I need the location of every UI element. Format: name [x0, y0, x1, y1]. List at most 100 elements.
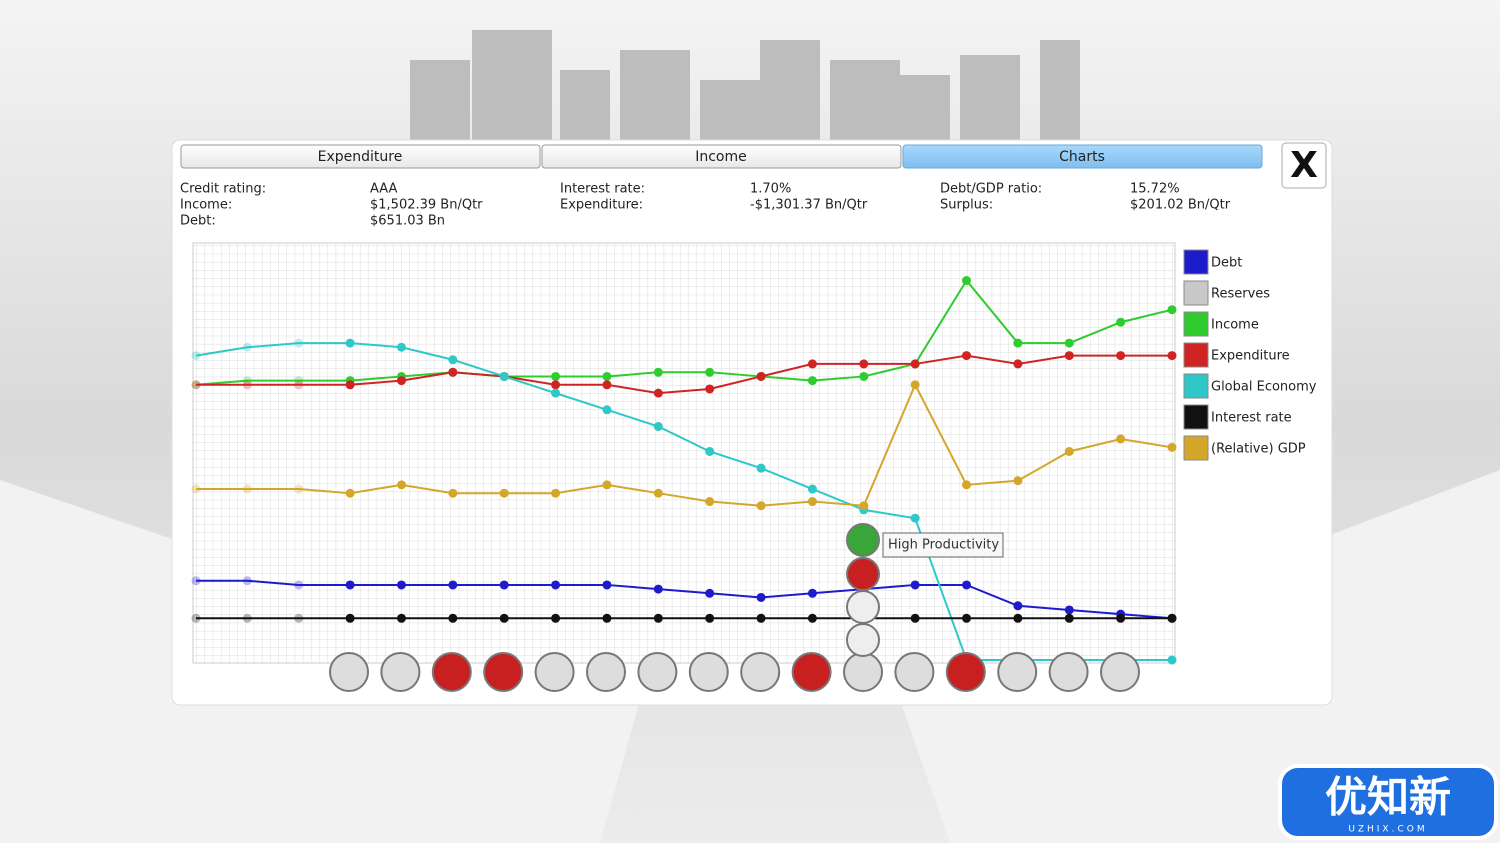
data-point — [191, 576, 201, 586]
data-point — [653, 613, 663, 623]
data-point — [962, 351, 972, 361]
data-point — [1167, 613, 1177, 623]
data-point — [294, 484, 304, 494]
event-icon[interactable] — [431, 652, 472, 692]
data-point — [1116, 351, 1126, 361]
data-point — [396, 580, 406, 590]
data-point — [345, 380, 355, 390]
event-icon[interactable] — [688, 652, 729, 692]
stat-label: Surplus: — [940, 198, 993, 213]
data-point — [807, 359, 817, 369]
data-point — [242, 380, 252, 390]
event-icon[interactable] — [846, 523, 880, 557]
data-point — [191, 613, 201, 623]
data-point — [1013, 601, 1023, 611]
data-point — [448, 580, 458, 590]
data-point — [602, 405, 612, 415]
data-point — [1064, 447, 1074, 456]
data-point — [756, 501, 766, 511]
data-point — [962, 580, 972, 590]
stat-value: $201.02 Bn/Qtr — [1130, 198, 1231, 213]
data-point — [962, 613, 972, 623]
event-icon[interactable] — [1100, 652, 1140, 692]
data-point — [294, 376, 304, 386]
plot-grid — [192, 242, 1176, 664]
data-point — [499, 371, 509, 381]
close-label[interactable]: X — [1290, 145, 1318, 186]
event-icon[interactable] — [483, 652, 524, 692]
data-point — [653, 421, 663, 431]
data-point — [1064, 338, 1074, 348]
legend-label: (Relative) GDP — [1211, 442, 1306, 457]
event-icon[interactable] — [637, 652, 678, 692]
data-point — [705, 613, 715, 623]
tab-label[interactable]: Expenditure — [318, 149, 403, 165]
data-point — [242, 342, 252, 352]
legend-label: Debt — [1211, 256, 1242, 271]
legend-swatch — [1183, 280, 1209, 306]
event-icon[interactable] — [846, 557, 880, 591]
tab[interactable] — [180, 144, 541, 169]
event-icon[interactable] — [1048, 652, 1089, 692]
data-point — [910, 380, 920, 390]
event-icon[interactable] — [894, 652, 935, 692]
event-icon[interactable] — [846, 590, 880, 624]
data-point — [294, 338, 304, 348]
data-point — [807, 484, 817, 494]
tab[interactable] — [902, 144, 1263, 169]
data-point — [1167, 305, 1177, 315]
legend-swatch — [1183, 435, 1209, 461]
legend-label: Interest rate — [1211, 411, 1292, 426]
series-line — [196, 354, 1172, 395]
close-button[interactable] — [1281, 142, 1327, 189]
data-point — [448, 613, 458, 623]
tab[interactable] — [541, 144, 902, 169]
data-point — [602, 613, 612, 623]
event-icon[interactable] — [380, 652, 421, 692]
data-point — [551, 388, 561, 398]
data-point — [191, 351, 201, 361]
data-point — [1064, 351, 1074, 361]
data-point — [1167, 655, 1177, 665]
tab-label[interactable]: Income — [695, 149, 747, 165]
data-point — [756, 463, 766, 473]
stat-value: 1.70% — [750, 182, 791, 197]
data-point — [242, 576, 252, 586]
tab-label[interactable]: Charts — [1059, 149, 1105, 165]
stat-value: -$1,301.37 Bn/Qtr — [750, 198, 868, 213]
data-point — [910, 513, 920, 523]
data-point — [551, 488, 561, 498]
event-icon[interactable] — [846, 623, 880, 657]
data-point — [1116, 613, 1126, 623]
data-point — [551, 371, 561, 381]
data-point — [602, 380, 612, 390]
data-point — [1167, 442, 1177, 452]
stat-label: Income: — [180, 198, 232, 213]
data-point — [345, 613, 355, 623]
data-point — [653, 584, 663, 594]
data-point — [859, 371, 869, 381]
data-point — [294, 380, 304, 390]
data-point — [705, 447, 715, 456]
data-point — [1167, 351, 1177, 361]
data-point — [448, 355, 458, 365]
data-point — [1013, 359, 1023, 369]
legend-swatch — [1183, 404, 1209, 430]
event-icon[interactable] — [586, 652, 626, 692]
event-icon[interactable] — [791, 652, 832, 692]
event-icon[interactable] — [997, 652, 1038, 692]
data-point — [859, 501, 869, 511]
data-point — [602, 480, 612, 490]
event-icon[interactable] — [843, 652, 883, 692]
event-icon[interactable] — [329, 652, 369, 692]
stat-value: AAA — [370, 182, 398, 197]
data-point — [705, 497, 715, 507]
data-point — [345, 488, 355, 498]
data-point — [396, 613, 406, 623]
event-icon[interactable] — [945, 652, 986, 692]
event-icon[interactable] — [740, 652, 781, 692]
legend-swatch — [1183, 342, 1209, 368]
event-icon[interactable] — [534, 652, 575, 692]
data-point — [910, 580, 920, 590]
